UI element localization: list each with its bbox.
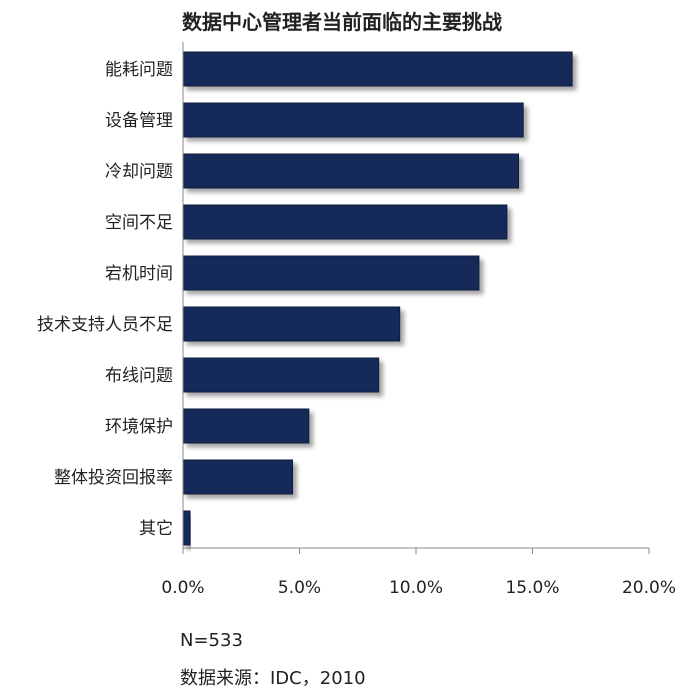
bar-1 — [182, 102, 524, 138]
bar-5 — [182, 306, 401, 342]
bar-6 — [182, 357, 380, 393]
x-tick-label: 5.0% — [278, 578, 321, 598]
bars-layer — [182, 51, 573, 546]
category-label: 能耗问题 — [105, 60, 173, 80]
bar-4 — [182, 255, 480, 291]
category-label: 宕机时间 — [105, 264, 173, 284]
x-tick-label: 0.0% — [161, 578, 204, 598]
x-tick-label: 20.0% — [622, 578, 676, 598]
category-label: 环境保护 — [105, 417, 173, 437]
bar-7 — [182, 408, 310, 444]
data-source-note: 数据来源：IDC，2010 — [180, 668, 366, 689]
category-label: 冷却问题 — [105, 162, 173, 182]
category-label: 其它 — [139, 519, 173, 539]
category-label: 设备管理 — [105, 111, 173, 131]
category-label: 空间不足 — [105, 213, 173, 233]
x-tick-label: 15.0% — [505, 578, 559, 598]
bar-8 — [182, 459, 294, 495]
category-label: 布线问题 — [105, 366, 173, 386]
category-labels: 能耗问题设备管理冷却问题空间不足宕机时间技术支持人员不足布线问题环境保护整体投资… — [37, 60, 173, 539]
category-label: 技术支持人员不足 — [37, 315, 173, 335]
chart-title: 数据中心管理者当前面临的主要挑战 — [182, 10, 502, 34]
sample-size-note: N=533 — [180, 630, 243, 651]
category-label: 整体投资回报率 — [54, 468, 173, 488]
x-tick-label: 10.0% — [389, 578, 443, 598]
bar-9 — [182, 510, 191, 546]
bar-2 — [182, 153, 520, 189]
x-axis: 0.0% 5.0% 10.0% 15.0% 20.0% — [161, 42, 676, 598]
bar-3 — [182, 204, 508, 240]
bar-0 — [182, 51, 573, 87]
